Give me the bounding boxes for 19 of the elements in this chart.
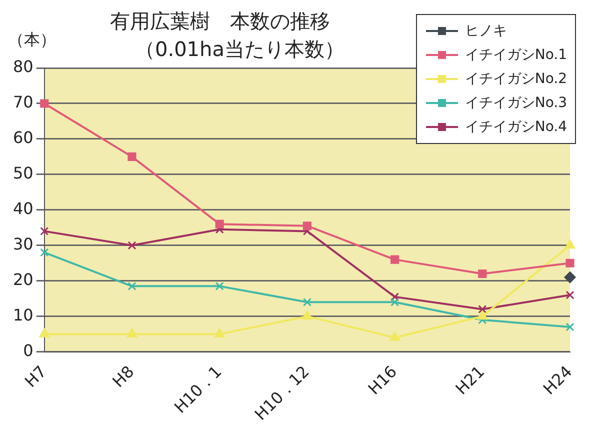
legend-label: イチイガシNo.2: [464, 70, 567, 88]
chart-title: 有用広葉樹 本数の推移: [110, 8, 330, 35]
legend-label: ヒノキ: [464, 22, 507, 40]
y-tick-label: 70: [13, 92, 34, 112]
legend-label: イチイガシNo.3: [464, 94, 567, 112]
chart-subtitle: （0.01ha当たり本数）: [135, 36, 344, 63]
y-tick-label: 60: [13, 128, 34, 148]
legend-label: イチイガシNo.4: [464, 118, 567, 136]
x-tick-label: H8: [108, 362, 138, 392]
y-tick-label: 50: [13, 164, 34, 183]
y-tick-label: 30: [13, 234, 34, 254]
y-axis-title: （本）: [8, 30, 56, 51]
y-tick-label: 40: [13, 199, 34, 218]
x-tick-label: H7: [20, 362, 50, 392]
y-tick-label: 80: [13, 57, 34, 76]
legend-label: イチイガシNo.1: [464, 46, 567, 64]
y-tick-label: 10: [13, 305, 34, 324]
y-tick-label: 20: [13, 270, 34, 290]
y-tick-label: 0: [23, 340, 34, 360]
